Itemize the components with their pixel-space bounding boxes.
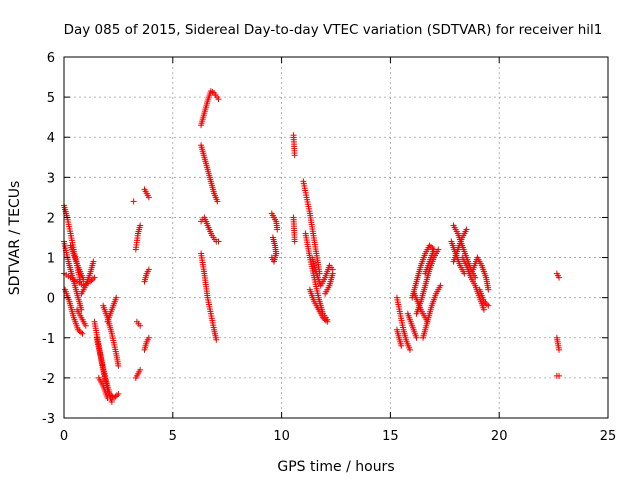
data-point-marker: [113, 294, 120, 301]
data-point-marker: [461, 270, 468, 277]
data-point-marker: [321, 316, 328, 323]
data-point-marker: [214, 198, 221, 205]
data-point-marker: [137, 222, 144, 229]
data-point-marker: [145, 266, 152, 273]
data-point-marker: [113, 392, 120, 399]
data-point-marker: [322, 317, 329, 324]
chart-title: Day 085 of 2015, Sidereal Day-to-day VTE…: [64, 22, 603, 38]
x-tick-label: 0: [60, 429, 68, 444]
x-tick-label: 15: [382, 429, 399, 444]
data-point-marker: [91, 274, 98, 281]
data-point-marker: [324, 318, 331, 325]
data-point-marker: [483, 301, 490, 308]
data-point-marker: [137, 322, 144, 329]
data-point-marker: [137, 366, 144, 373]
data-point-marker: [424, 318, 431, 325]
data-point-marker: [406, 346, 413, 353]
data-point-marker: [429, 245, 436, 252]
y-tick-label: 4: [47, 131, 55, 146]
data-point-marker: [88, 277, 95, 284]
x-tick-label: 20: [491, 429, 508, 444]
y-tick-label: -2: [42, 372, 55, 387]
data-point-marker: [437, 282, 444, 289]
data-point-marker: [556, 274, 563, 281]
data-point-marker: [485, 302, 492, 309]
data-point-marker: [79, 330, 86, 337]
y-tick-label: 6: [47, 51, 55, 66]
data-point-marker: [130, 198, 137, 205]
x-tick-label: 10: [273, 429, 290, 444]
axes-ticks: 0 5 10 15 20 25 -3 -2 -1 0 1 2 3 4 5 6: [42, 51, 616, 444]
data-point-marker: [213, 336, 220, 343]
data-point-marker: [215, 96, 222, 103]
data-point-marker: [482, 300, 489, 307]
y-tick-label: 1: [47, 252, 55, 267]
data-point-marker: [480, 306, 487, 313]
y-tick-label: -3: [42, 412, 55, 427]
y-tick-label: 2: [47, 211, 55, 226]
data-point-marker: [426, 242, 433, 249]
data-point-marker: [329, 270, 336, 277]
data-points: [61, 88, 563, 405]
data-point-marker: [108, 398, 115, 405]
data-point-marker: [75, 326, 82, 333]
data-point-marker: [480, 298, 487, 305]
x-tick-label: 5: [169, 429, 177, 444]
data-point-marker: [104, 394, 111, 401]
data-point-marker: [273, 250, 280, 257]
data-point-marker: [145, 194, 152, 201]
data-point-marker: [111, 394, 118, 401]
y-tick-label: 3: [47, 171, 55, 186]
y-axis-title: SDTVAR / TECUs: [7, 181, 23, 296]
gridlines: [64, 57, 608, 418]
data-point-marker: [90, 275, 97, 282]
y-tick-label: 5: [47, 91, 55, 106]
plot-frame: [63, 56, 609, 419]
data-point-marker: [82, 322, 89, 329]
data-point-marker: [319, 314, 326, 321]
data-point-marker: [291, 152, 298, 159]
data-point-marker: [115, 362, 122, 369]
data-point-marker: [108, 392, 115, 399]
data-point-marker: [556, 372, 563, 379]
data-point-marker: [430, 246, 437, 253]
data-point-marker: [115, 390, 122, 397]
data-point-marker: [90, 258, 97, 265]
data-point-marker: [274, 226, 281, 233]
data-point-marker: [145, 334, 152, 341]
data-point-marker: [291, 238, 298, 245]
data-point-marker: [463, 226, 470, 233]
data-point-marker: [413, 334, 420, 341]
data-point-marker: [485, 286, 492, 293]
data-point-marker: [215, 238, 222, 245]
data-point-marker: [76, 328, 83, 335]
data-point-marker: [556, 346, 563, 353]
data-point-marker: [428, 243, 435, 250]
y-tick-label: 0: [47, 292, 55, 307]
data-point-marker: [112, 393, 119, 400]
x-axis-title: GPS time / hours: [277, 459, 394, 475]
data-point-marker: [78, 329, 85, 336]
y-tick-label: -1: [42, 332, 55, 347]
data-point-marker: [398, 342, 405, 349]
x-tick-label: 25: [600, 429, 617, 444]
